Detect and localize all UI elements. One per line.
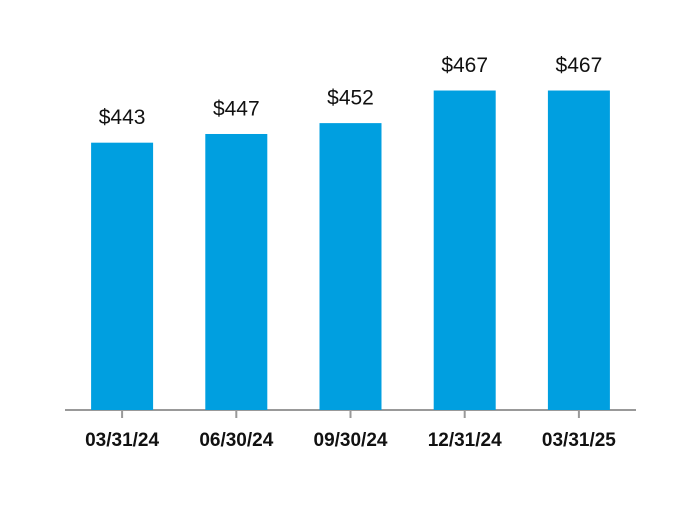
x-tick-label: 03/31/25 bbox=[542, 430, 616, 451]
x-tick-label: 03/31/24 bbox=[85, 430, 159, 451]
x-tick-label: 09/30/24 bbox=[314, 430, 388, 451]
x-tick-label: 12/31/24 bbox=[428, 430, 502, 451]
value-label: $443 bbox=[99, 106, 146, 129]
bar bbox=[319, 123, 382, 411]
value-label: $447 bbox=[213, 98, 260, 121]
x-tick-label: 06/30/24 bbox=[199, 430, 273, 451]
value-label: $452 bbox=[327, 87, 374, 110]
bar bbox=[433, 90, 496, 411]
value-label: $467 bbox=[556, 54, 603, 77]
bar bbox=[91, 142, 154, 410]
bar bbox=[547, 90, 610, 411]
bar bbox=[205, 133, 268, 410]
value-label: $467 bbox=[441, 54, 488, 77]
